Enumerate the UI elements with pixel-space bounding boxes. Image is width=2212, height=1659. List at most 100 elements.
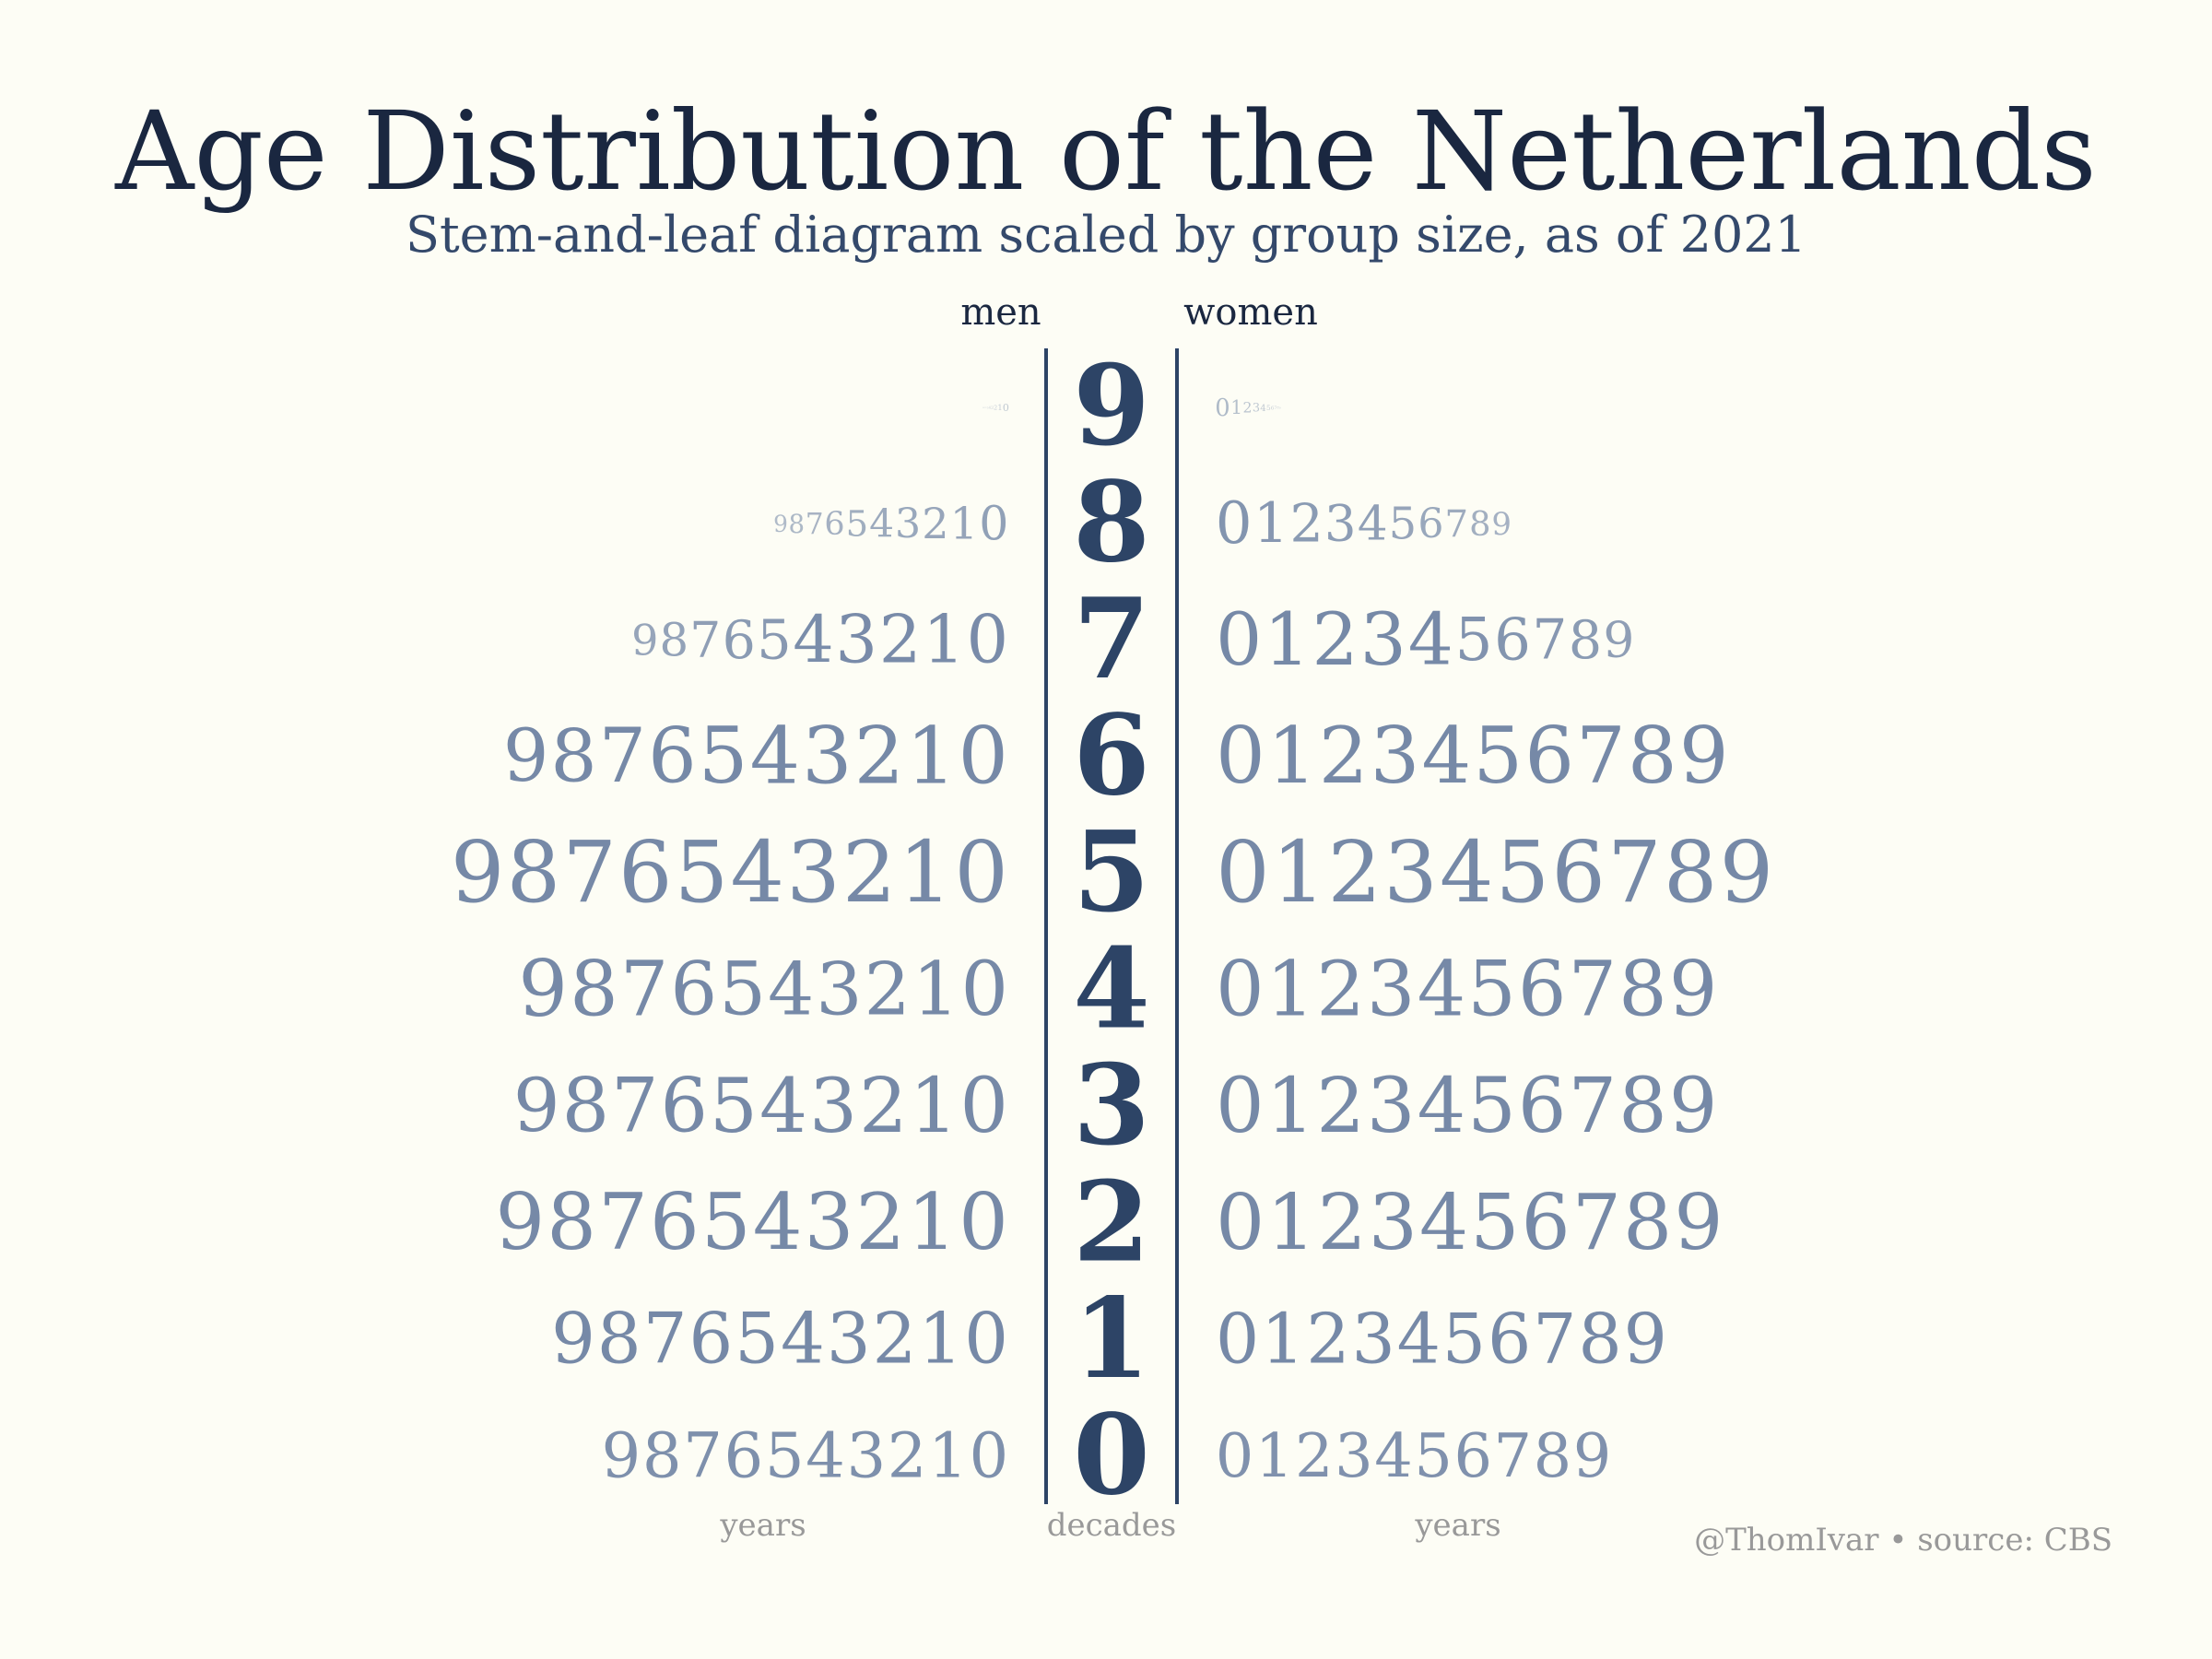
leaf-men-39: 9 [513,1063,560,1148]
leaf-men-64: 4 [750,711,800,802]
leaf-women-85: 5 [1389,499,1417,549]
leaf-women-87: 7 [1444,501,1468,546]
leaf-women-06: 6 [1453,1421,1492,1491]
stem-label: 4 [1073,924,1150,1054]
leaf-women-69: 9 [1679,710,1729,801]
leaf-women-70: 0 [1216,597,1262,682]
leaf-women-49: 9 [1669,945,1718,1034]
leaf-men-25: 5 [701,1176,751,1267]
leaf-women-45: 5 [1467,945,1516,1034]
leaf-women-68: 8 [1628,710,1677,801]
leaf-men-95: 5 [987,406,989,409]
leaf-men-52: 2 [842,823,897,922]
leaf-women-84: 4 [1358,497,1388,552]
leaf-women-46: 6 [1518,945,1567,1034]
leaf-men-08: 8 [642,1420,682,1492]
leaf-men-44: 4 [768,947,814,1031]
leaf-women-08: 8 [1534,1421,1572,1491]
leaf-women-15: 5 [1442,1299,1486,1379]
leaf-women-43: 3 [1367,945,1416,1034]
leaf-men-43: 3 [816,947,862,1031]
leaf-men-90: 0 [1003,402,1009,414]
leaf-women-33: 3 [1367,1061,1416,1150]
leaf-men-59: 9 [451,823,505,922]
leaf-women-73: 3 [1360,597,1406,682]
leaf-women-07: 7 [1494,1421,1533,1491]
stem-label: 5 [1073,807,1150,937]
leaf-women-19: 9 [1624,1299,1667,1379]
leaf-men-80: 0 [979,496,1008,550]
stem-label: 0 [1073,1391,1150,1521]
leaf-men-78: 8 [659,613,688,666]
leaf-men-71: 1 [923,601,965,678]
leaf-men-60: 0 [959,711,1008,802]
leaf-women-81: 1 [1253,491,1288,556]
leaf-women-77: 7 [1532,608,1567,673]
leaf-men-88: 8 [788,509,805,539]
leaf-men-76: 6 [723,610,756,671]
leaf-men-29: 9 [495,1176,545,1267]
leaf-men-99: 9 [982,407,984,409]
leaf-women-18: 8 [1578,1299,1621,1379]
leaf-women-23: 3 [1369,1177,1418,1267]
leaf-women-59: 9 [1720,823,1774,922]
leaf-women-40: 0 [1216,945,1265,1034]
leaf-men-28: 8 [547,1176,596,1267]
leaf-women-48: 8 [1618,945,1667,1034]
leaf-women-67: 7 [1576,710,1626,801]
leaf-men-93: 3 [991,406,994,411]
leaf-women-80: 0 [1216,489,1253,557]
leaf-men-33: 3 [809,1063,857,1150]
leaf-women-00: 0 [1216,1421,1254,1491]
leaf-women-58: 8 [1664,823,1718,922]
leaf-men-07: 7 [683,1420,723,1492]
leaf-women-27: 7 [1572,1177,1621,1267]
leaf-men-54: 4 [730,823,784,922]
leaf-women-52: 2 [1328,823,1382,922]
leaf-women-42: 2 [1316,945,1365,1034]
leaf-women-51: 1 [1272,823,1326,922]
leaf-women-96: 6 [1271,406,1275,411]
leaf-women-32: 2 [1316,1061,1365,1150]
leaf-men-02: 2 [888,1420,927,1492]
leaf-women-35: 5 [1467,1061,1516,1150]
leaf-men-97: 7 [984,407,986,409]
footer-years-women: years [1414,1507,1500,1544]
leaf-men-92: 2 [994,405,997,412]
leaf-women-38: 8 [1618,1061,1667,1150]
leaf-men-98: 8 [983,407,985,409]
leaf-men-85: 5 [846,503,869,545]
leaf-men-79: 9 [631,615,658,665]
leaf-men-24: 4 [753,1176,803,1267]
leaf-men-14: 4 [781,1299,825,1380]
leaf-women-76: 6 [1494,606,1531,674]
leaf-men-32: 2 [859,1061,908,1150]
leaf-women-04: 4 [1374,1421,1413,1491]
leaf-men-05: 5 [765,1420,805,1492]
leaf-men-83: 3 [895,500,921,547]
leaf-women-60: 0 [1216,710,1265,801]
leaf-men-31: 1 [910,1061,959,1150]
leaf-men-38: 8 [562,1063,610,1149]
leaf-women-79: 9 [1603,611,1634,669]
leaf-women-09: 9 [1573,1421,1612,1491]
leaf-men-87: 7 [806,508,824,541]
leaf-women-99: 9 [1279,406,1281,409]
stem-label: 7 [1073,574,1150,704]
header-women: women [1183,291,1318,334]
leaf-women-34: 4 [1418,1061,1466,1150]
leaf-women-31: 1 [1266,1061,1315,1150]
leaf-men-61: 1 [906,711,956,802]
leaf-men-13: 3 [827,1299,871,1380]
stem-label: 2 [1073,1158,1150,1288]
leaf-women-54: 4 [1440,823,1494,922]
leaf-women-14: 4 [1397,1299,1441,1379]
leaf-women-16: 6 [1488,1299,1531,1379]
leaf-women-72: 2 [1312,597,1358,682]
leaf-men-41: 1 [912,947,959,1032]
leaf-men-69: 9 [503,714,549,798]
leaf-men-34: 4 [759,1063,807,1150]
leaf-women-53: 3 [1383,823,1438,922]
leaf-men-15: 5 [735,1299,779,1380]
leaf-men-30: 0 [959,1061,1008,1150]
